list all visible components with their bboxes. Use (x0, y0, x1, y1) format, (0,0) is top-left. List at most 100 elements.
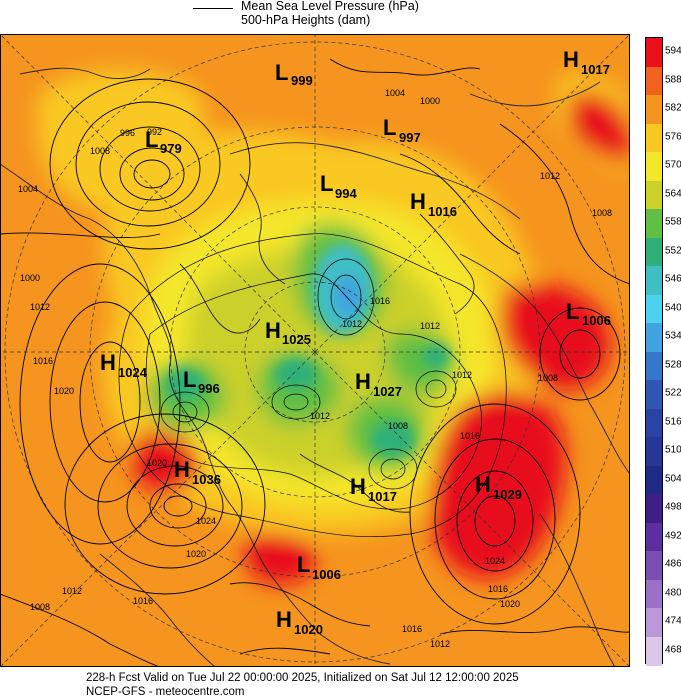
svg-text:1036: 1036 (192, 472, 221, 487)
legend-mslp-label: Mean Sea Level Pressure (hPa) (241, 0, 419, 13)
isobar-label: 1024 (485, 556, 505, 566)
pressure-center-high: H 1024 (100, 350, 148, 380)
colorbar-swatch (646, 180, 662, 210)
isobar-label: 1012 (342, 319, 362, 329)
colorbar-swatch (646, 608, 662, 637)
svg-text:1025: 1025 (282, 332, 311, 347)
map-frame (0, 34, 630, 667)
colorbar-swatch (646, 522, 662, 552)
colorbar-tick-label: 516 (665, 416, 681, 428)
pressure-center-low: L 997 (383, 115, 421, 145)
isobar-label: 1016 (488, 584, 508, 594)
pressure-center-low: L 996 (183, 367, 220, 396)
colorbar-tick-label: 528 (665, 359, 681, 371)
colorbar-tick-label: 510 (665, 444, 681, 456)
isobar-label: 1008 (388, 421, 408, 431)
colorbar-tick-label: 468 (665, 644, 681, 656)
pressure-center-low: L 1006 (297, 552, 341, 582)
isobar-label: 1000 (420, 96, 440, 106)
svg-text:1016: 1016 (428, 204, 457, 219)
svg-text:979: 979 (160, 141, 182, 156)
svg-text:L: L (566, 299, 579, 324)
pressure-center-high: H 1027 (355, 369, 402, 399)
colorbar-swatch (646, 579, 662, 609)
colorbar-swatch (646, 294, 662, 324)
pressure-center-high: H 1029 (475, 472, 522, 502)
colorbar-swatch (646, 551, 662, 580)
height-colorbar (645, 37, 663, 666)
svg-text:1027: 1027 (373, 384, 402, 399)
pressure-center-high: H 1017 (563, 47, 610, 77)
pressure-center-high: H 1036 (174, 457, 221, 487)
colorbar-tick-label: 546 (665, 273, 681, 285)
pressure-center-high: H 1020 (276, 607, 323, 637)
isobar-label: 1024 (196, 516, 216, 526)
svg-text:L: L (145, 127, 158, 152)
colorbar-swatch (646, 380, 662, 409)
pressure-center-low: L 979 (145, 127, 182, 156)
isobar-label: 1012 (420, 321, 440, 331)
svg-text:H: H (355, 369, 371, 394)
svg-text:1020: 1020 (294, 622, 323, 637)
svg-text:L: L (320, 171, 333, 196)
coastlines (0, 67, 630, 667)
colorbar-tick-label: 576 (665, 131, 681, 143)
colorbar-tick-label: 582 (665, 102, 681, 114)
height-contours (118, 233, 507, 538)
colorbar-swatch (646, 95, 662, 124)
colorbar-swatch (646, 465, 662, 495)
isobar-labels: 1004 1000 996 992 1004 1000 1008 1012 10… (18, 88, 612, 649)
svg-text:1029: 1029 (493, 487, 522, 502)
svg-text:L: L (383, 115, 396, 140)
svg-text:H: H (475, 472, 491, 497)
pressure-center-low: L 999 (275, 60, 313, 88)
colorbar-swatch (646, 38, 662, 67)
colorbar-tick-label: 540 (665, 302, 681, 314)
colorbar-swatch (646, 494, 662, 523)
isobar-label: 1008 (538, 373, 558, 383)
colorbar-tick-label: 498 (665, 501, 681, 513)
isobar-label: 1008 (90, 146, 110, 156)
isobar-label: 1004 (385, 88, 405, 98)
isobar-label: 1016 (370, 296, 390, 306)
isobar-label: 992 (147, 127, 162, 137)
pressure-center-low: L 1006 (566, 299, 611, 328)
colorbar-tick-label: 504 (665, 473, 681, 485)
svg-text:H: H (174, 457, 190, 482)
isobars (0, 58, 630, 667)
colorbar-swatch (646, 123, 662, 153)
colorbar-swatch (646, 209, 662, 238)
isobar-label: 1012 (540, 171, 560, 181)
isobar-label: 1008 (592, 208, 612, 218)
colorbar-tick-label: 570 (665, 159, 681, 171)
colorbar-swatch (646, 408, 662, 438)
svg-text:H: H (265, 318, 281, 343)
svg-text:1017: 1017 (581, 62, 610, 77)
svg-text:L: L (275, 60, 288, 85)
source-credit-text: NCEP-GFS - meteocentre.com (86, 686, 245, 698)
colorbar-labels: 594 588 582 576 570 564 558 552 546 540 534 528 522 5… (665, 37, 681, 664)
pressure-center-high: H 1025 (265, 318, 311, 347)
colorbar-swatch (646, 351, 662, 381)
isobar-label: 1012 (310, 411, 330, 421)
forecast-valid-text: 228-h Fcst Valid on Tue Jul 22 00:00:00 … (86, 672, 519, 684)
colorbar-swatch (646, 152, 662, 181)
svg-text:999: 999 (291, 73, 313, 88)
colorbar-tick-label: 522 (665, 387, 681, 399)
isobar-label: 1020 (500, 599, 520, 609)
pressure-center-low: L 994 (320, 171, 357, 201)
svg-text:997: 997 (399, 130, 421, 145)
svg-text:1006: 1006 (312, 567, 341, 582)
isobar-label: 1000 (20, 273, 40, 283)
pressure-center-high: H 1017 (350, 474, 397, 504)
isobar-label: 1004 (18, 184, 38, 194)
isobar-label: 1020 (54, 386, 74, 396)
isobar-label: 1012 (30, 302, 50, 312)
svg-text:L: L (183, 367, 196, 392)
svg-text:1006: 1006 (582, 313, 611, 328)
svg-text:L: L (297, 552, 310, 577)
colorbar-swatch (646, 266, 662, 295)
isobar-label: 1012 (62, 586, 82, 596)
colorbar-tick-label: 474 (665, 615, 681, 627)
map-footer: 228-h Fcst Valid on Tue Jul 22 00:00:00 … (0, 670, 681, 700)
